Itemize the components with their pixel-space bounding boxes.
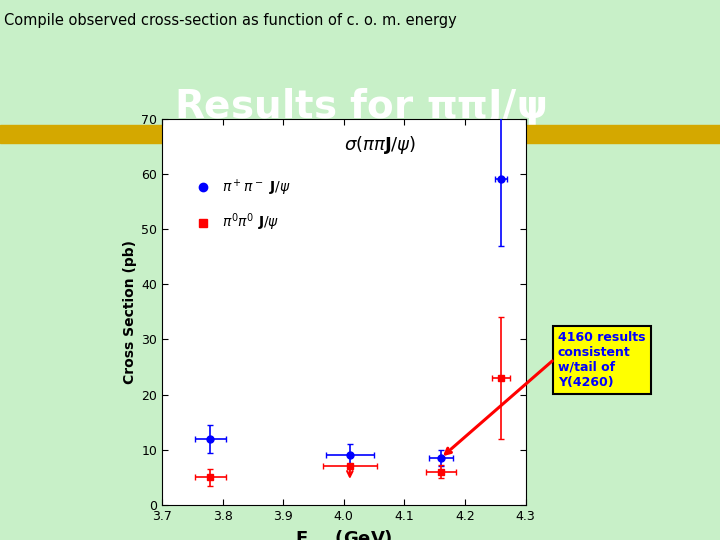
Y-axis label: Cross Section (pb): Cross Section (pb) [123,240,137,384]
X-axis label: $\mathbf{E_{cm}}$ $\mathbf{(GeV)}$: $\mathbf{E_{cm}}$ $\mathbf{(GeV)}$ [295,528,392,540]
Bar [0,125,720,143]
Text: Results for $\mathbf{\pi\pi}$J/$\mathbf{\psi}$: Results for $\mathbf{\pi\pi}$J/$\mathbf{… [174,86,546,128]
Text: $\sigma(\pi\pi\mathbf{J}/\psi)$: $\sigma(\pi\pi\mathbf{J}/\psi)$ [344,134,416,156]
Text: Compile observed cross-section as function of c. o. m. energy: Compile observed cross-section as functi… [4,14,456,29]
Text: 4160 results
consistent
w/tail of
Y(4260): 4160 results consistent w/tail of Y(4260… [558,331,646,389]
Legend: $\pi^+\pi^-$ $\mathbf{J}/\psi$, $\pi^0\pi^0$ $\mathbf{J}/\psi$: $\pi^+\pi^-$ $\mathbf{J}/\psi$, $\pi^0\p… [184,172,297,239]
